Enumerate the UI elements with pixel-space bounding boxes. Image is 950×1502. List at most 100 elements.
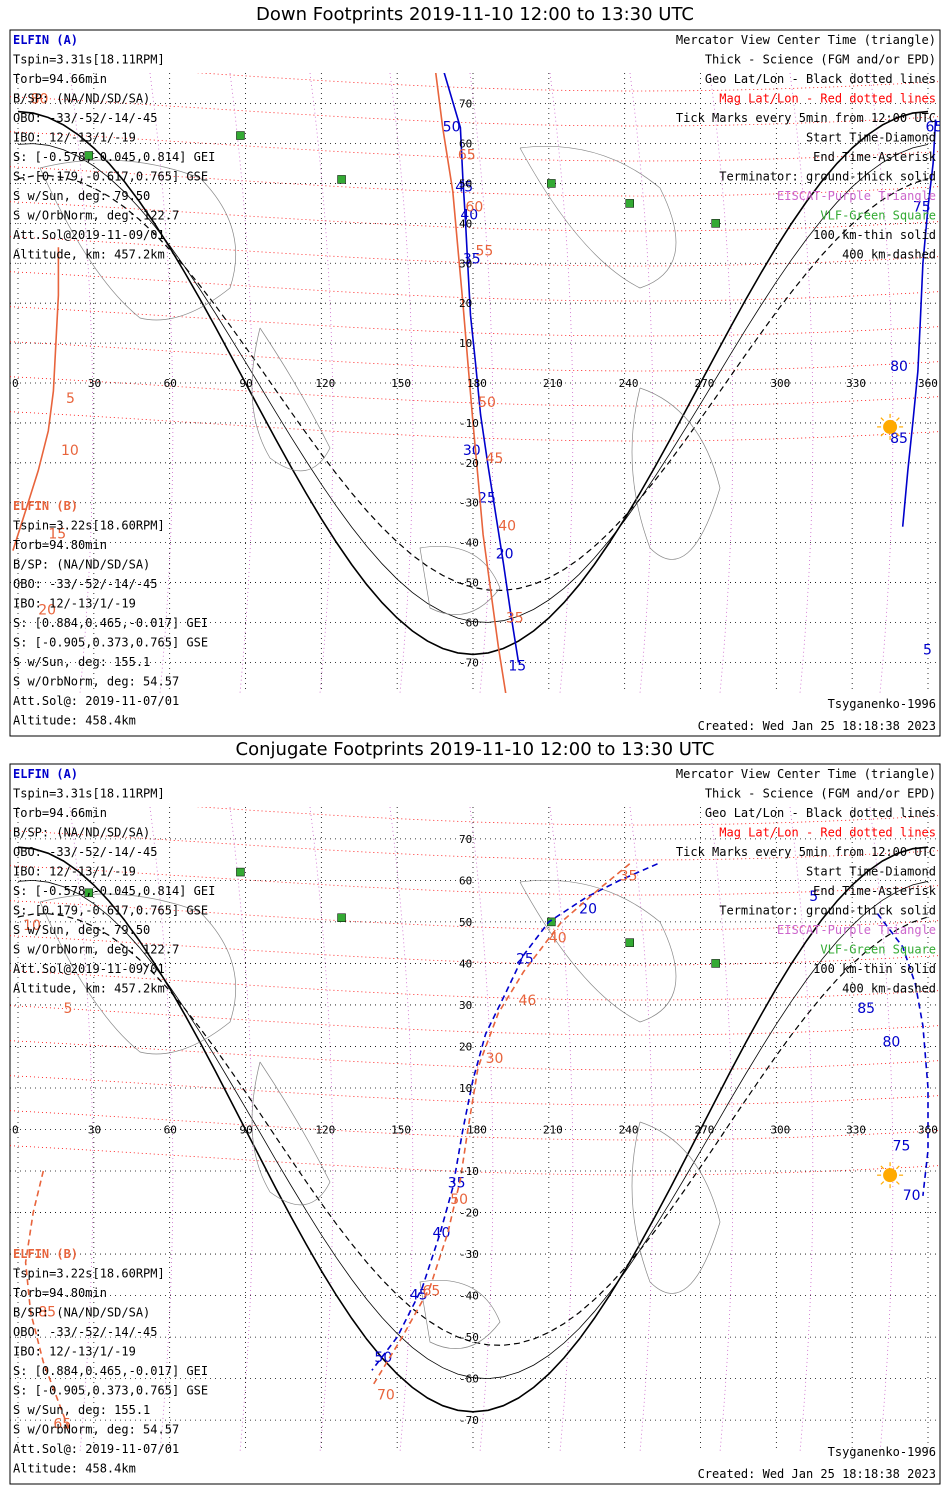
minute-tick-label: 35: [506, 610, 524, 626]
minute-tick-label: 45: [486, 451, 504, 467]
minute-tick-label: 35: [620, 868, 638, 884]
minute-tick-label: 65: [53, 1416, 71, 1432]
minute-tick-label: 40: [549, 931, 567, 947]
minute-tick-label: 15: [48, 527, 66, 543]
minute-tick-label: 65: [458, 147, 476, 163]
info-line: S: [-0.578,-0.045,0.814] GEI: [13, 150, 215, 164]
coastline: [631, 1121, 721, 1294]
info-line: S: [0.884,0.465,-0.017] GEI: [13, 616, 208, 630]
vlf-station-square: [337, 913, 346, 922]
track-line: [371, 863, 658, 1371]
minute-tick-label: 5: [64, 1001, 73, 1017]
vlf-station-square: [547, 179, 556, 188]
panel-title-down: Down Footprints 2019-11-10 12:00 to 13:3…: [256, 4, 694, 25]
minute-tick-label: 50: [478, 395, 496, 411]
info-line: Att.Sol@: 2019-11-07/01: [13, 694, 179, 708]
minute-tick-label: 20: [496, 547, 514, 563]
legend-line: Start Time-Diamond: [806, 131, 936, 145]
minute-tick-label: 85: [857, 1001, 875, 1017]
coastline: [419, 1279, 501, 1349]
plot-frame: [9, 763, 941, 1485]
legend-line: VLF-Green Square: [820, 943, 936, 957]
legend-line: EISCAT-Purple Triangle: [777, 189, 936, 203]
minute-tick-label: 85: [38, 1304, 56, 1320]
x-tick-label: 240: [619, 1124, 639, 1137]
y-tick-label: 60: [459, 138, 472, 151]
info-line: Torb=94.66min: [13, 72, 107, 86]
x-tick-label: 330: [846, 1124, 866, 1137]
minute-tick-label: 20: [38, 602, 56, 618]
x-tick-label: 360: [918, 377, 938, 390]
x-tick-label: 210: [543, 377, 563, 390]
x-tick-label: 90: [240, 377, 253, 390]
y-tick-label: 60: [459, 874, 472, 887]
minute-tick-label: 5: [809, 889, 818, 905]
minute-tick-label: 35: [463, 251, 481, 267]
info-line: B/SP: (NA/ND/SD/SA): [13, 92, 150, 106]
minute-tick-label: 60: [465, 199, 483, 215]
vlf-station-square: [84, 888, 94, 898]
y-tick-label: 10: [459, 337, 472, 350]
y-tick-label: -30: [459, 497, 479, 510]
legend-line: 400 km-dashed: [842, 248, 936, 262]
x-tick-label: 270: [695, 1124, 715, 1137]
sun-ray: [896, 1165, 900, 1170]
minute-tick-label: 40: [460, 207, 478, 223]
coastline: [39, 893, 236, 1055]
y-tick-label: 70: [459, 833, 472, 846]
info-line: Tspin=3.22s[18.60RPM]: [13, 1267, 165, 1281]
minute-tick-label: 50: [443, 120, 461, 136]
minute-tick-label: 75: [913, 199, 931, 215]
y-tick-label: 10: [459, 1082, 472, 1095]
minute-tick-label: 20: [579, 902, 597, 918]
x-tick-label: 120: [315, 1124, 335, 1137]
y-tick-label: 70: [459, 98, 472, 111]
info-line: Torb=94.80min: [13, 538, 107, 552]
info-line: OBO: -33/-52/-14/-45: [13, 577, 158, 591]
track-line: [24, 1170, 70, 1429]
minute-tick-label: 46: [519, 993, 537, 1009]
info-line: IBO: 12/-13/1/-19: [13, 1345, 136, 1359]
info-line: Tspin=3.31s[18.11RPM]: [13, 787, 165, 801]
info-line: S w/Sun, deg: 79.50: [13, 923, 150, 937]
y-tick-label: -50: [459, 577, 479, 590]
x-tick-label: 180: [467, 1124, 487, 1137]
legend-line: Thick - Science (FGM and/or EPD): [705, 53, 936, 67]
minute-tick-label: 45: [410, 1288, 428, 1304]
legend-line: Mag Lat/Lon - Red dotted lines: [719, 92, 936, 106]
minute-tick-label: 40: [433, 1225, 451, 1241]
info-line: S w/OrbNorm, deg: 54.57: [13, 1423, 179, 1437]
panel-title-conjugate: Conjugate Footprints 2019-11-10 12:00 to…: [235, 739, 715, 760]
y-tick-label: -40: [459, 1290, 479, 1303]
info-line: Altitude: 458.4km: [13, 1462, 136, 1476]
x-tick-label: 30: [88, 1124, 101, 1137]
coastline: [251, 327, 331, 472]
info-line: IBO: 12/-13/1/-19: [13, 131, 136, 145]
y-tick-label: -70: [459, 656, 479, 669]
x-tick-label: 0: [12, 377, 19, 390]
info-line: S w/OrbNorm, deg: 122.7: [13, 209, 179, 223]
info-line: Tspin=3.31s[18.11RPM]: [13, 53, 165, 67]
map-area: 5045403530252015657580855706560555045403…: [10, 73, 940, 693]
vlf-station-square: [236, 131, 245, 140]
legend-line: Tick Marks every 5min from 12:00 UTC: [676, 845, 936, 859]
minute-tick-label: 70: [377, 1387, 395, 1403]
minute-tick-label: 50: [450, 1192, 468, 1208]
info-line: Att.Sol@2019-11-09/01: [13, 228, 165, 242]
info-line: S: [-0.905,0.373,0.765] GSE: [13, 636, 208, 650]
sun-marker: [883, 1168, 898, 1183]
track-line: [876, 913, 929, 1196]
x-tick-label: 210: [543, 1124, 563, 1137]
minute-tick-label: 45: [455, 179, 473, 195]
y-tick-label: -20: [459, 1207, 479, 1220]
sun-ray: [896, 1181, 900, 1185]
info-line: Altitude, km: 457.2km: [13, 982, 165, 996]
info-line: S w/Sun, deg: 79.50: [13, 189, 150, 203]
coastline: [631, 387, 721, 560]
vlf-station-square: [84, 151, 94, 160]
info-line: IBO: 12/-13/1/-19: [13, 865, 136, 879]
y-tick-label: -10: [459, 1165, 479, 1178]
minute-tick-label: 55: [476, 243, 494, 259]
info-line: S w/Sun, deg: 155.1: [13, 655, 150, 669]
legend-line: Mag Lat/Lon - Red dotted lines: [719, 826, 936, 840]
